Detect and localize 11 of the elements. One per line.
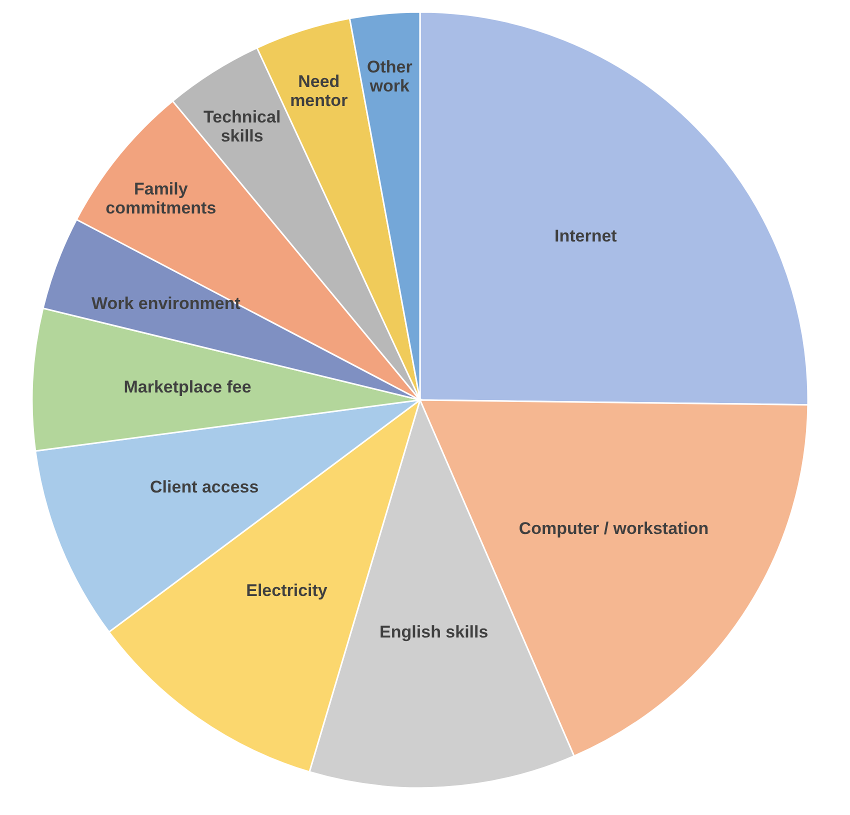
slice-label: Work environment	[91, 294, 241, 313]
slice-label: Other work	[366, 58, 413, 96]
slice-label: Need mentor	[290, 72, 348, 110]
slice-label: English skills	[380, 622, 488, 642]
slice-label: Computer / workstation	[518, 519, 709, 538]
slice-label: Family commitments	[106, 180, 216, 218]
slice-label: Technical skills	[204, 108, 281, 146]
slice-label: Client access	[150, 478, 259, 497]
slice-label: Internet	[554, 226, 618, 246]
slice-label: Electricity	[246, 580, 328, 600]
slice-label: Marketplace fee	[124, 378, 252, 397]
